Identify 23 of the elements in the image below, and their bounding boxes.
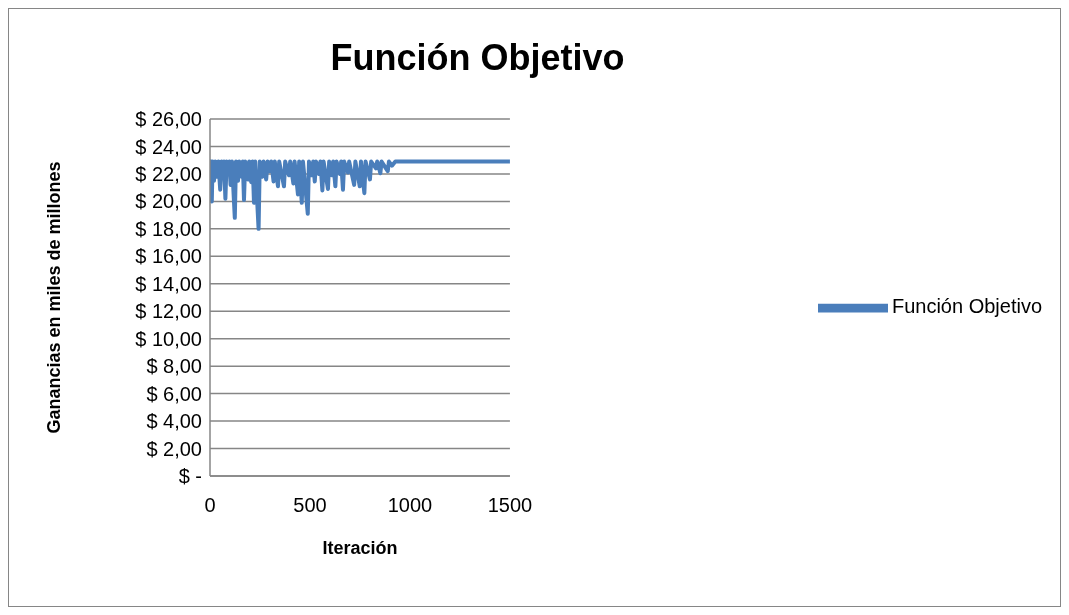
- y-tick-label: $ 16,00: [135, 245, 202, 268]
- legend-label: Función Objetivo: [891, 294, 1042, 317]
- x-axis-title: Iteración: [322, 538, 398, 558]
- y-tick-label: $ 24,00: [135, 135, 202, 158]
- y-tick-label: $ 12,00: [135, 300, 202, 323]
- x-tick-label: 0: [204, 494, 216, 517]
- y-tick-label: $ 4,00: [146, 410, 202, 433]
- y-tick-label: $ 26,00: [135, 108, 202, 131]
- y-tick-label: $ -: [178, 465, 202, 488]
- y-tick-label: $ 18,00: [135, 217, 202, 240]
- y-tick-label: $ 2,00: [146, 437, 202, 460]
- y-tick-label: $ 6,00: [146, 382, 202, 405]
- x-tick-label: 1500: [487, 494, 533, 517]
- y-tick-label: $ 22,00: [135, 163, 202, 186]
- chart-title: Función Objetivo: [329, 37, 626, 79]
- y-tick-label: $ 8,00: [146, 355, 202, 378]
- y-tick-label: $ 20,00: [135, 190, 202, 213]
- line-series: [210, 159, 510, 231]
- x-tick-label: 1000: [387, 494, 433, 517]
- y-tick-label: $ 10,00: [135, 327, 202, 350]
- y-axis-title: Ganancias en miles de millones: [44, 161, 65, 434]
- x-tick-label: 500: [293, 494, 327, 517]
- y-tick-label: $ 14,00: [135, 272, 202, 295]
